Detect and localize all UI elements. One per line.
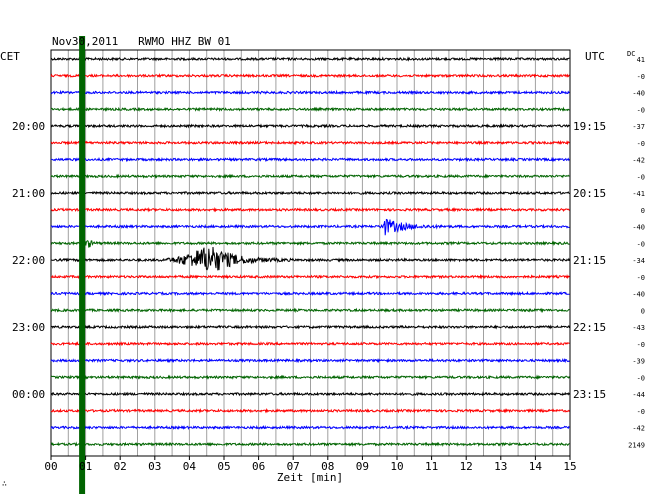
trace-6 <box>50 156 570 163</box>
dc-offset-label: -0 <box>637 341 645 349</box>
trace-10 <box>50 218 570 236</box>
x-tick-label: 14 <box>529 460 543 473</box>
x-tick-label: 13 <box>494 460 507 473</box>
x-tick-label: 11 <box>425 460 438 473</box>
trace-12 <box>50 246 570 271</box>
left-time-label: 22:00 <box>12 254 45 267</box>
dc-offset-label: -34 <box>632 257 645 265</box>
trace-11 <box>50 239 570 248</box>
trace-16 <box>50 324 570 330</box>
dc-offset-label: -0 <box>637 408 645 416</box>
x-tick-label: 15 <box>563 460 576 473</box>
dc-offset-label: -43 <box>632 324 645 332</box>
trace-17 <box>50 341 570 347</box>
left-axis-label: CET <box>0 50 20 63</box>
trace-2 <box>50 89 570 96</box>
dc-offset-label: -44 <box>632 391 645 399</box>
x-tick-label: 12 <box>460 460 473 473</box>
right-time-label: 19:15 <box>573 120 606 133</box>
trace-3 <box>50 106 570 112</box>
x-axis-label: Zeit [min] <box>277 471 343 484</box>
traces <box>50 56 570 447</box>
trace-21 <box>50 407 570 414</box>
right-time-label: 21:15 <box>573 254 606 267</box>
dc-offset-label: -40 <box>632 90 645 98</box>
trace-0 <box>50 56 570 62</box>
trace-19 <box>50 374 570 381</box>
trace-14 <box>50 290 570 297</box>
plot-frame <box>50 49 571 457</box>
right-time-label: 22:15 <box>573 321 606 334</box>
trace-18 <box>50 357 570 364</box>
dc-offset-label: -0 <box>637 140 645 148</box>
x-tick-label: 09 <box>356 460 369 473</box>
dc-offset-label: 0 <box>641 207 645 215</box>
dc-offset-label: -41 <box>632 190 645 198</box>
x-tick-label: 02 <box>114 460 127 473</box>
trace-8 <box>50 190 570 196</box>
trace-15 <box>50 307 570 314</box>
dc-offset-label: -42 <box>632 157 645 165</box>
dc-offset-label: -40 <box>632 224 645 232</box>
x-tick-label: 00 <box>44 460 57 473</box>
trace-20 <box>50 391 570 397</box>
dc-offset-label: -0 <box>637 240 645 248</box>
dc-offset-label: -0 <box>637 274 645 282</box>
x-tick-label: 04 <box>183 460 197 473</box>
marker-layer <box>79 36 86 494</box>
trace-9 <box>50 206 570 213</box>
chart-title: Nov30,2011 RWMO HHZ BW 01 <box>52 35 231 48</box>
right-time-label: 20:15 <box>573 187 606 200</box>
dc-offset-label: -39 <box>632 358 645 366</box>
left-time-label: 00:00 <box>12 388 45 401</box>
trace-22 <box>50 424 570 431</box>
right-axis-label: UTC <box>585 50 605 63</box>
x-tick-label: 07 <box>287 460 300 473</box>
x-tick-label: 06 <box>252 460 265 473</box>
x-tick-label: 08 <box>321 460 334 473</box>
dc-offset-label: -0 <box>637 73 645 81</box>
dc-offset-label: 0 <box>641 307 645 315</box>
axes: 00 01 02 03 04 05 06 07 08 09 10 11 12 13 14 1520:0021:… <box>12 56 645 473</box>
dc-offset-label: -37 <box>632 123 645 131</box>
left-time-label: 23:00 <box>12 321 45 334</box>
dc-offset-label: -0 <box>637 173 645 181</box>
x-tick-label: 10 <box>390 460 403 473</box>
trace-4 <box>51 123 570 129</box>
trace-23 <box>50 441 570 447</box>
dc-offset-label: -42 <box>632 425 645 433</box>
left-time-label: 21:00 <box>12 187 45 200</box>
dc-offset-label: -0 <box>637 106 645 114</box>
dc-label: DC <box>627 50 635 58</box>
trace-7 <box>50 173 570 180</box>
trace-1 <box>50 73 570 79</box>
trace-5 <box>50 139 570 146</box>
dc-offset-label: 2149 <box>628 441 645 449</box>
dc-offset-label: -0 <box>637 374 645 382</box>
dc-offset-label: -40 <box>632 291 645 299</box>
trace-13 <box>50 273 570 280</box>
marker-line <box>79 36 86 494</box>
footer-mark: ∴ <box>2 479 7 488</box>
left-time-label: 20:00 <box>12 120 45 133</box>
grid <box>50 49 571 457</box>
x-tick-label: 05 <box>217 460 230 473</box>
dc-offset-label: 41 <box>637 56 645 64</box>
x-tick-label: 01 <box>79 460 92 473</box>
x-tick-label: 03 <box>148 460 161 473</box>
right-time-label: 23:15 <box>573 388 606 401</box>
